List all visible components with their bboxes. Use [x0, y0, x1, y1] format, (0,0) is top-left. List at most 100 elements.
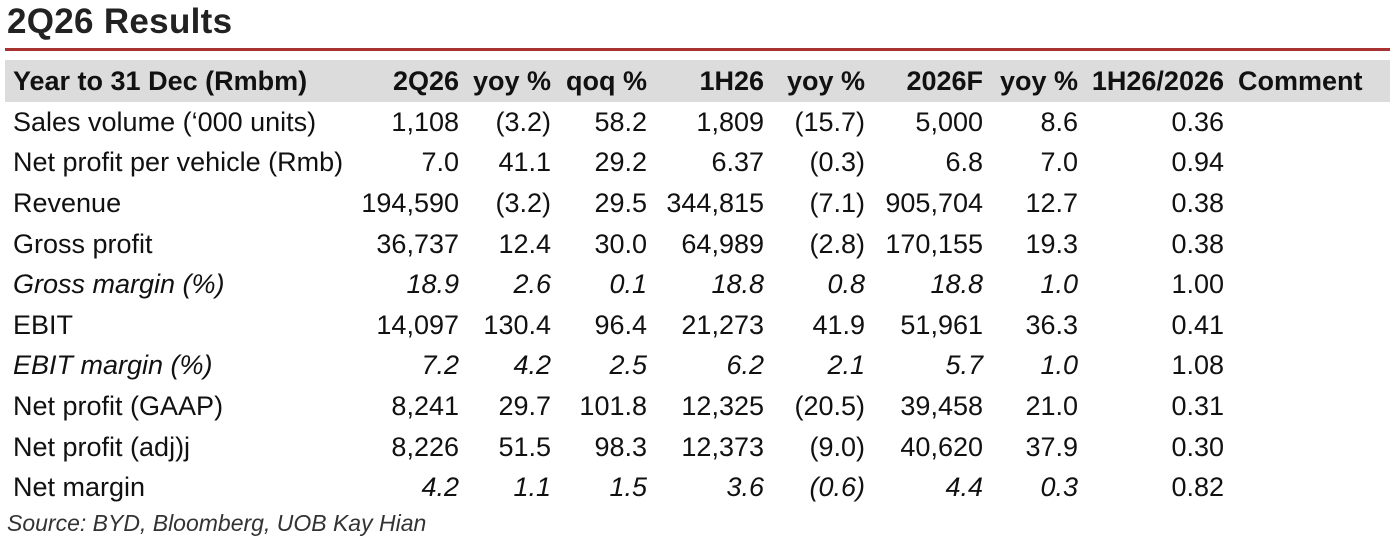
table-row: Net profit per vehicle (Rmb) 7.0 41.1 29.2 6… — [5, 143, 1390, 184]
table-cell: 36,737 — [376, 228, 459, 259]
comment-cell — [1224, 264, 1390, 305]
table-cell: 170,155 — [885, 228, 983, 259]
table-cell: (0.6) — [809, 472, 865, 503]
table-cell: 0.36 — [1171, 106, 1224, 137]
row-label: EBIT — [13, 309, 74, 340]
table-cell: 51.5 — [498, 431, 551, 462]
table-cell: 41.9 — [812, 309, 865, 340]
table-row: Net profit (GAAP) 8,241 29.7 101.8 12,325 (20… — [5, 386, 1390, 427]
table-cell: 29.5 — [594, 187, 647, 218]
comment-cell — [1224, 183, 1390, 224]
comment-cell — [1224, 305, 1390, 346]
table-row: Net margin 4.2 1.1 1.5 3.6 (0.6) 4.4 0.3 0.82 — [5, 467, 1390, 508]
table-cell: (0.3) — [809, 147, 865, 178]
table-cell: 41.1 — [498, 147, 551, 178]
table-cell: (15.7) — [794, 106, 865, 137]
row-label: Gross margin (%) — [13, 269, 225, 300]
table-cell: 14,097 — [376, 309, 459, 340]
table-cell: 905,704 — [885, 187, 983, 218]
table-cell: 0.38 — [1171, 187, 1224, 218]
table-cell: 194,590 — [361, 187, 459, 218]
table-cell: 1.00 — [1171, 269, 1224, 300]
comment-cell — [1224, 467, 1390, 508]
table-cell: 29.2 — [594, 147, 647, 178]
row-label: Net profit (adj)j — [13, 431, 191, 462]
table-row: EBIT 14,097 130.4 96.4 21,273 41.9 51,961 36.3 0… — [5, 305, 1390, 346]
table-cell: 8,241 — [391, 390, 459, 421]
comment-cell — [1224, 386, 1390, 427]
table-cell: 0.31 — [1171, 390, 1224, 421]
row-label: Net profit (GAAP) — [13, 390, 224, 421]
table-cell: 96.4 — [594, 309, 647, 340]
table-cell: 7.0 — [1040, 147, 1078, 178]
table-cell: 51,961 — [900, 309, 983, 340]
table-cell: 12.7 — [1025, 187, 1078, 218]
table-cell: 29.7 — [498, 390, 551, 421]
comment-cell — [1224, 102, 1390, 143]
table-cell: 36.3 — [1025, 309, 1078, 340]
table-cell: 18.9 — [406, 269, 459, 300]
table-cell: 8.6 — [1040, 106, 1078, 137]
table-cell: 1,108 — [391, 106, 459, 137]
table-cell: 0.82 — [1171, 472, 1224, 503]
table-cell: 8,226 — [391, 431, 459, 462]
row-label: Net profit per vehicle (Rmb) — [13, 147, 344, 178]
table-cell: 2.5 — [609, 350, 647, 381]
column-header: yoy % — [472, 65, 551, 96]
table-cell: 12,373 — [681, 431, 764, 462]
table-cell: 3.6 — [726, 472, 764, 503]
comment-cell — [1224, 346, 1390, 387]
column-header: 1H26/2026 — [1091, 65, 1224, 96]
table-cell: 12,325 — [681, 390, 764, 421]
table-cell: 130.4 — [483, 309, 551, 340]
table-cell: 6.37 — [711, 147, 764, 178]
table-cell: (2.8) — [809, 228, 865, 259]
table-cell: 19.3 — [1025, 228, 1078, 259]
column-header: 1H26 — [699, 65, 764, 96]
table-cell: 0.41 — [1171, 309, 1224, 340]
table-cell: 7.0 — [421, 147, 459, 178]
table-cell: 0.38 — [1171, 228, 1224, 259]
table-cell: 344,815 — [666, 187, 764, 218]
column-header: 2Q26 — [392, 65, 459, 96]
table-cell: 0.8 — [827, 269, 865, 300]
table-cell: 101.8 — [579, 390, 647, 421]
table-cell: 1,809 — [696, 106, 764, 137]
table-row: Gross margin (%) 18.9 2.6 0.1 18.8 0.8 18.8 1.0… — [5, 264, 1390, 305]
table-cell: 0.3 — [1040, 472, 1078, 503]
table-cell: 2.1 — [827, 350, 865, 381]
table-row: Sales volume (‘000 units) 1,108 (3.2) 58.2 1… — [5, 102, 1390, 143]
source-note: Source: BYD, Bloomberg, UOB Kay Hian — [7, 510, 427, 536]
table-cell: 4.2 — [421, 472, 459, 503]
table-cell: 5.7 — [945, 350, 983, 381]
table-cell: 5,000 — [915, 106, 983, 137]
table-cell: 1.08 — [1171, 350, 1224, 381]
comment-cell — [1224, 143, 1390, 184]
table-cell: 21.0 — [1025, 390, 1078, 421]
row-label: EBIT margin (%) — [13, 350, 213, 381]
table-header-row: Year to 31 Dec (Rmbm) 2Q26 yoy % qoq % 1… — [5, 60, 1390, 102]
table-cell: (20.5) — [794, 390, 865, 421]
table-cell: 30.0 — [594, 228, 647, 259]
table-cell: 4.4 — [945, 472, 983, 503]
table-cell: 98.3 — [594, 431, 647, 462]
column-header: 2026F — [906, 65, 983, 96]
comment-cell — [1224, 224, 1390, 265]
table-cell: 1.0 — [1040, 269, 1078, 300]
table-cell: 7.2 — [421, 350, 459, 381]
table-cell: 0.1 — [609, 269, 647, 300]
row-label: Revenue — [13, 187, 122, 218]
table-cell: 1.5 — [609, 472, 647, 503]
table-cell: 40,620 — [900, 431, 983, 462]
table-cell: 6.2 — [726, 350, 764, 381]
column-header: Comment — [1238, 65, 1363, 96]
comment-cell — [1224, 427, 1390, 468]
title-divider — [5, 48, 1390, 51]
table-cell: 4.2 — [513, 350, 551, 381]
table-cell: 39,458 — [900, 390, 983, 421]
table-cell: 6.8 — [945, 147, 983, 178]
table-cell: 58.2 — [594, 106, 647, 137]
table-cell: 18.8 — [711, 269, 764, 300]
table-cell: 21,273 — [681, 309, 764, 340]
row-label: Gross profit — [13, 228, 153, 259]
